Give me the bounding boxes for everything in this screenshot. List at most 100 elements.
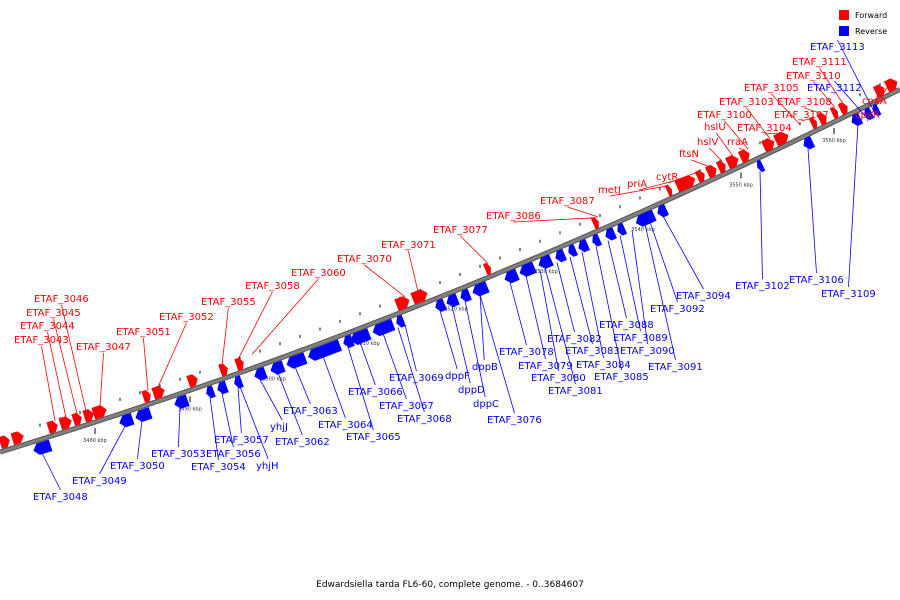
leader-line — [724, 120, 749, 150]
leader-line — [569, 256, 593, 345]
gene-label-etaf-3051: ETAF_3051 — [116, 327, 171, 338]
gene-arrow — [135, 407, 153, 422]
gene-label-etaf-3080: ETAF_3080 — [531, 373, 586, 384]
gene-arrow — [10, 431, 24, 445]
gene-label-etaf-3103: ETAF_3103 — [719, 97, 774, 108]
gene-label-dppc: dppC — [473, 399, 499, 410]
gene-label-etaf-3077: ETAF_3077 — [433, 225, 488, 236]
leader-line — [221, 393, 234, 448]
gene-reverse — [657, 203, 670, 218]
gene-arrow — [694, 170, 705, 183]
legend-forward-swatch — [839, 10, 849, 20]
leader-line — [137, 420, 143, 460]
gene-arrow — [538, 254, 554, 269]
gene-arrow — [71, 412, 82, 426]
gene-reverse — [803, 136, 816, 150]
gene-arrow — [674, 175, 696, 193]
gene-label-etaf-3089: ETAF_3089 — [613, 333, 668, 344]
leader-line — [804, 107, 823, 115]
gene-arrow — [737, 149, 750, 164]
gene-forward — [704, 164, 717, 179]
gene-arrow — [460, 288, 472, 302]
gene-forward — [410, 289, 428, 305]
gene-label-etaf-3105: ETAF_3105 — [744, 83, 799, 94]
gene-reverse — [519, 261, 537, 277]
leader-line — [525, 275, 546, 360]
gene-forward — [715, 160, 726, 174]
gene-label-etaf-3083: ETAF_3083 — [565, 346, 620, 357]
gene-forward — [808, 117, 818, 130]
gene-label-etaf-3046: ETAF_3046 — [34, 294, 89, 305]
leader-line — [221, 307, 229, 366]
leader-line — [479, 294, 515, 414]
tick-label: 3490 kbp — [178, 406, 202, 412]
genome-caption: Edwardsiella tarda FL6-60, complete geno… — [316, 580, 584, 590]
gene-arrow — [410, 289, 428, 305]
gene-label-etaf-3048: ETAF_3048 — [33, 492, 88, 503]
gene-arrow — [872, 103, 882, 116]
tick-label: 3560 kbp — [822, 138, 846, 144]
leader-line — [567, 206, 599, 218]
gene-arrow — [46, 420, 58, 434]
leader-line — [178, 407, 181, 448]
gene-reverse — [372, 318, 396, 337]
gene-label-etaf-3109: ETAF_3109 — [821, 289, 876, 300]
gene-label-dppb: dppB — [472, 362, 498, 373]
gene-reverse — [864, 107, 875, 121]
gene-arrow — [756, 159, 766, 173]
gene-arrow — [0, 435, 10, 449]
gene-label-etaf-3047: ETAF_3047 — [76, 342, 131, 353]
leader-line — [397, 327, 425, 413]
backbone-line — [0, 87, 900, 454]
leader-line — [364, 264, 406, 298]
tick-label: 3540 kbp — [631, 227, 655, 233]
gene-label-etaf-3064: ETAF_3064 — [318, 420, 373, 431]
gene-label-etaf-3062: ETAF_3062 — [275, 437, 330, 448]
gene-arrow — [578, 238, 590, 253]
gene-label-etaf-3070: ETAF_3070 — [337, 254, 392, 265]
gene-label-rraa: rraA — [727, 137, 748, 148]
gene-forward — [46, 420, 58, 434]
gene-forward — [71, 412, 82, 426]
gene-reverse — [119, 413, 135, 428]
leader-line — [157, 322, 187, 388]
gene-label-yhjj: yhjJ — [270, 422, 288, 433]
gene-forward — [883, 78, 898, 93]
gene-arrow — [635, 209, 657, 227]
gene-label-etaf-3082: ETAF_3082 — [547, 334, 602, 345]
gene-label-etaf-3066: ETAF_3066 — [348, 387, 403, 398]
leader-line — [99, 426, 126, 475]
gene-forward — [816, 112, 827, 126]
gene-arrow — [664, 184, 673, 197]
gene-reverse — [350, 328, 372, 345]
gene-arrow — [394, 296, 410, 311]
gene-label-etaf-3094: ETAF_3094 — [676, 291, 731, 302]
gene-label-etaf-3058: ETAF_3058 — [245, 281, 300, 292]
leader-line — [644, 224, 676, 361]
gene-arrow — [33, 439, 53, 455]
gene-arrow — [91, 405, 107, 420]
gene-forward — [590, 216, 599, 230]
tick-label: 3480 kbp — [83, 438, 107, 444]
leader-line — [691, 159, 711, 168]
leader-line — [61, 304, 87, 412]
backbone — [0, 87, 900, 455]
gene-reverse — [635, 209, 657, 227]
leader-line — [439, 310, 458, 370]
gene-arrow — [761, 138, 775, 153]
gene-forward — [0, 435, 10, 449]
genes — [0, 78, 898, 455]
gene-label-hslu: hslU — [704, 122, 726, 133]
leader-line — [837, 39, 877, 116]
legend-reverse-label: Reverse — [855, 27, 887, 36]
gene-reverse — [217, 380, 229, 395]
gene-reverse — [605, 227, 617, 241]
gene-label-etaf-3067: ETAF_3067 — [379, 401, 434, 412]
gene-reverse — [396, 314, 406, 328]
gene-label-etaf-3092: ETAF_3092 — [650, 304, 705, 315]
leader-line — [408, 250, 419, 292]
gene-reverse — [592, 233, 603, 247]
leader-line — [619, 235, 641, 332]
gene-arrow — [829, 106, 839, 120]
